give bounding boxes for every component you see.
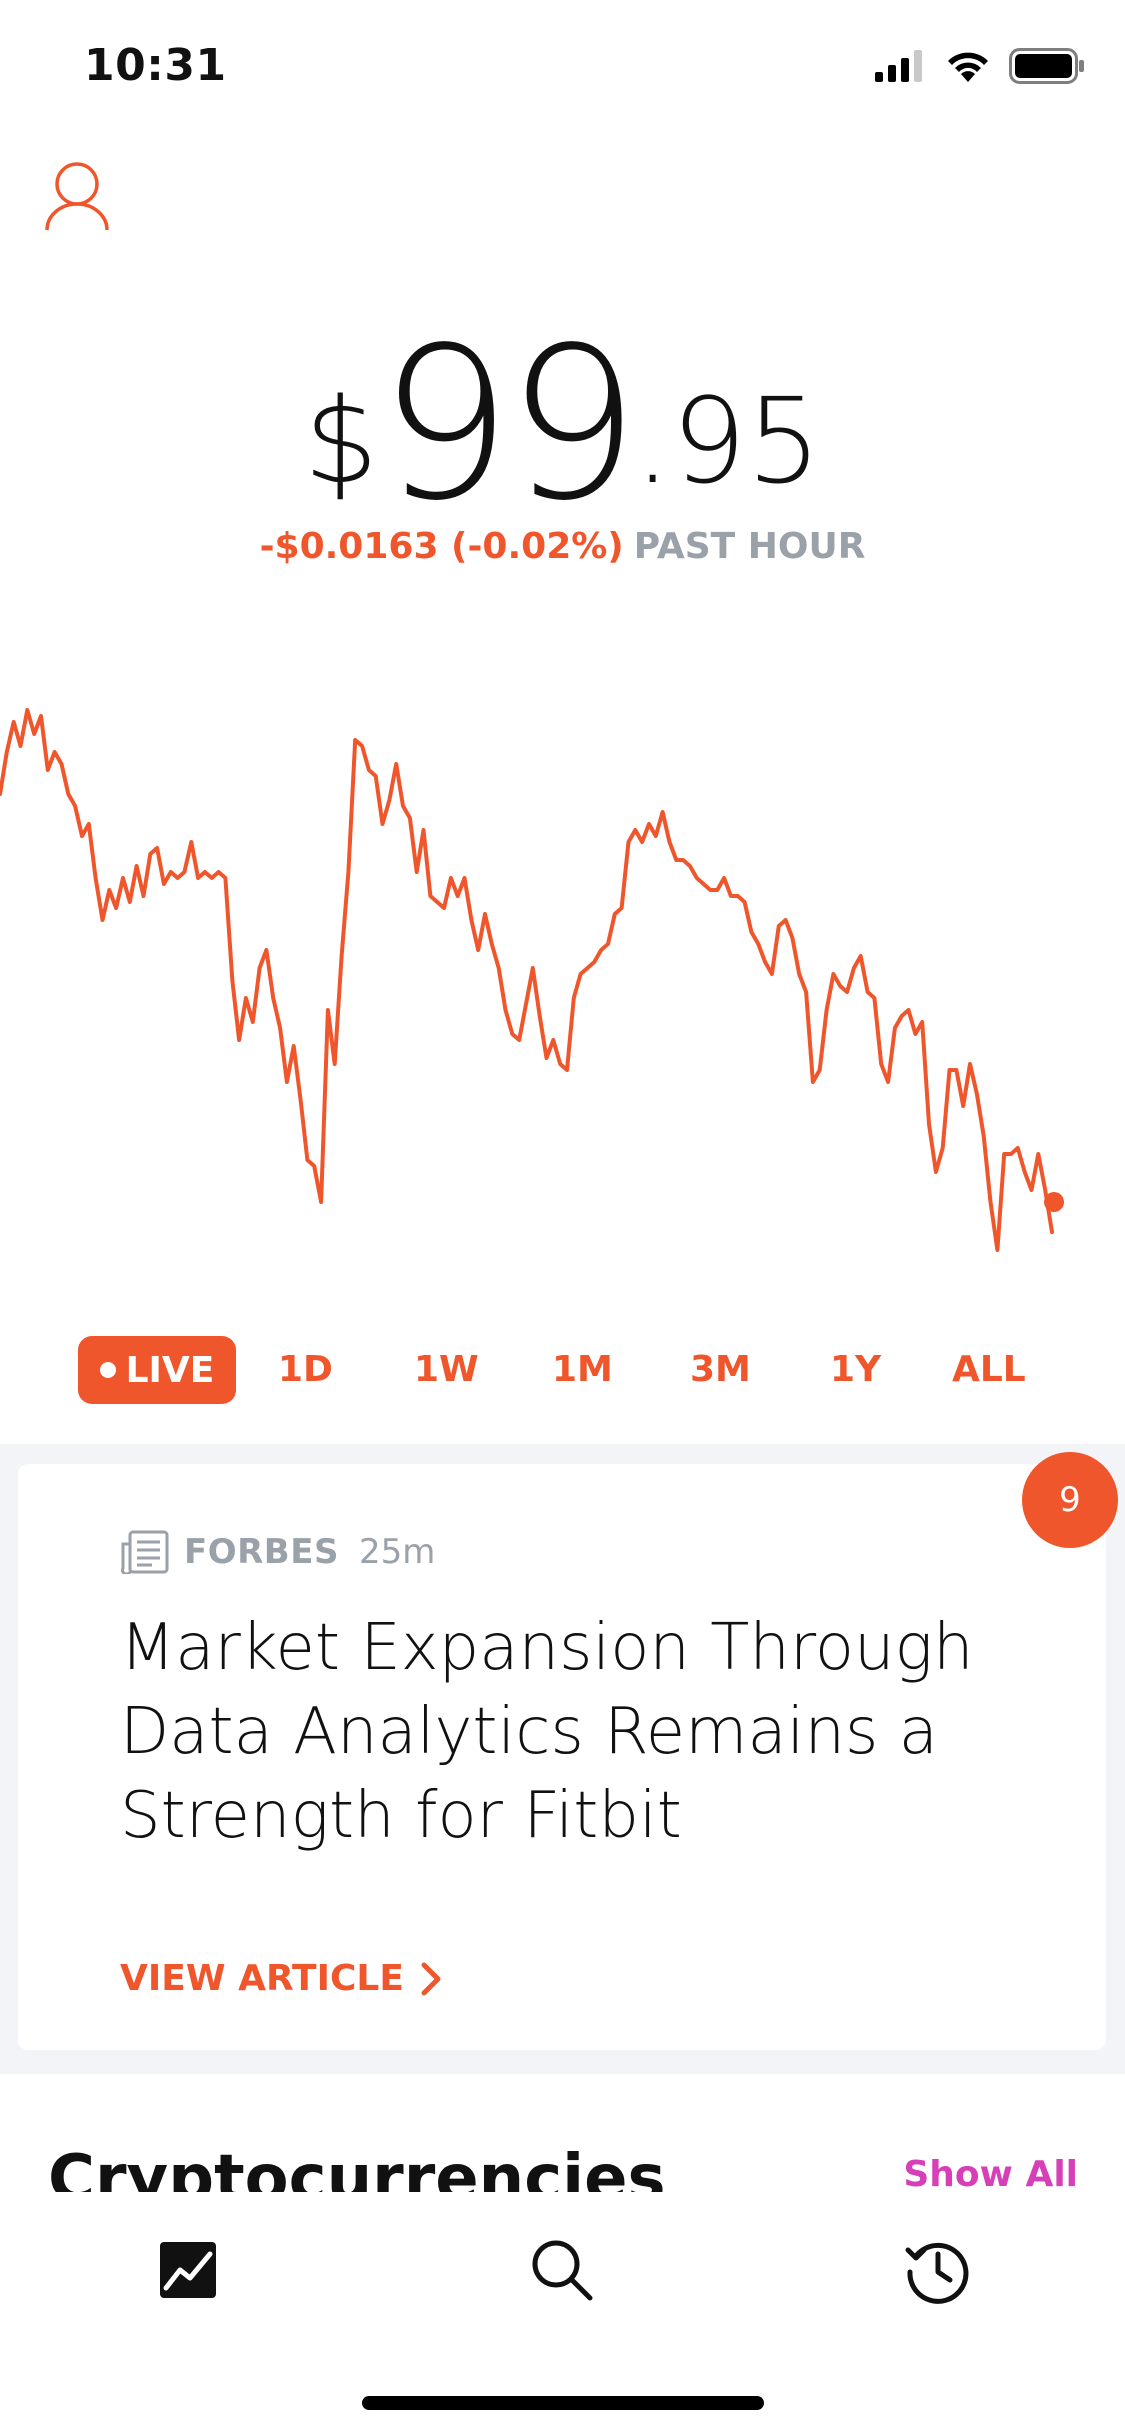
profile-icon[interactable] xyxy=(44,160,110,232)
price-decimal: .95 xyxy=(633,372,822,510)
news-source: FORBES xyxy=(184,1532,339,1572)
price-display: $99.95 xyxy=(0,320,1125,530)
live-dot-icon xyxy=(99,1362,116,1378)
chart-icon[interactable] xyxy=(152,2234,224,2306)
range-selector: LIVE 1D 1W 1M 3M 1Y ALL xyxy=(78,1336,1048,1404)
price-change-period: PAST HOUR xyxy=(633,526,866,567)
signal-icon xyxy=(875,50,922,82)
newspaper-icon xyxy=(121,1530,169,1574)
range-tab-3m[interactable]: 3M xyxy=(690,1349,751,1390)
view-article-label: VIEW ARTICLE xyxy=(120,1958,404,1999)
search-icon[interactable] xyxy=(526,2234,598,2306)
home-indicator xyxy=(362,2396,764,2410)
news-headline[interactable]: Market Expansion Through Data Analytics … xyxy=(120,1611,974,1853)
view-article-button[interactable]: VIEW ARTICLE xyxy=(120,1958,442,1999)
range-tab-1m[interactable]: 1M xyxy=(552,1349,613,1390)
price-dollar-sign: $ xyxy=(303,372,379,510)
range-tab-1w[interactable]: 1W xyxy=(414,1349,479,1390)
price-chart-current-dot xyxy=(1044,1192,1064,1212)
news-source-row: FORBES 25m xyxy=(120,1530,435,1574)
news-time: 25m xyxy=(358,1532,436,1572)
range-tab-1d[interactable]: 1D xyxy=(278,1349,333,1390)
range-tab-all[interactable]: ALL xyxy=(952,1349,1026,1390)
range-tab-label: LIVE xyxy=(125,1349,215,1391)
price-chart[interactable] xyxy=(0,690,1125,1270)
price-integer: 99 xyxy=(378,302,640,547)
range-tab-1y[interactable]: 1Y xyxy=(830,1349,882,1390)
show-all-link[interactable]: Show All xyxy=(903,2154,1078,2192)
price-change: -$0.0163 (-0.02%) PAST HOUR xyxy=(0,526,1125,567)
chevron-right-icon xyxy=(421,1962,441,1995)
battery-icon xyxy=(1009,48,1084,84)
range-tab-live[interactable]: LIVE xyxy=(78,1336,236,1404)
news-card[interactable] xyxy=(18,1464,1106,2050)
crypto-section-header: Cryptocurrencies Show All xyxy=(48,2132,1078,2192)
status-icons xyxy=(875,48,1085,84)
news-count-badge[interactable]: 9 xyxy=(1022,1452,1118,1548)
price-chart-line xyxy=(0,708,1054,1252)
wifi-icon xyxy=(948,52,988,82)
section-title: Cryptocurrencies xyxy=(48,2142,666,2192)
history-icon[interactable] xyxy=(902,2234,974,2306)
bottom-tab-bar xyxy=(0,2192,1125,2436)
status-time: 10:31 xyxy=(84,40,227,91)
price-change-value: -$0.0163 (-0.02%) xyxy=(259,526,624,567)
